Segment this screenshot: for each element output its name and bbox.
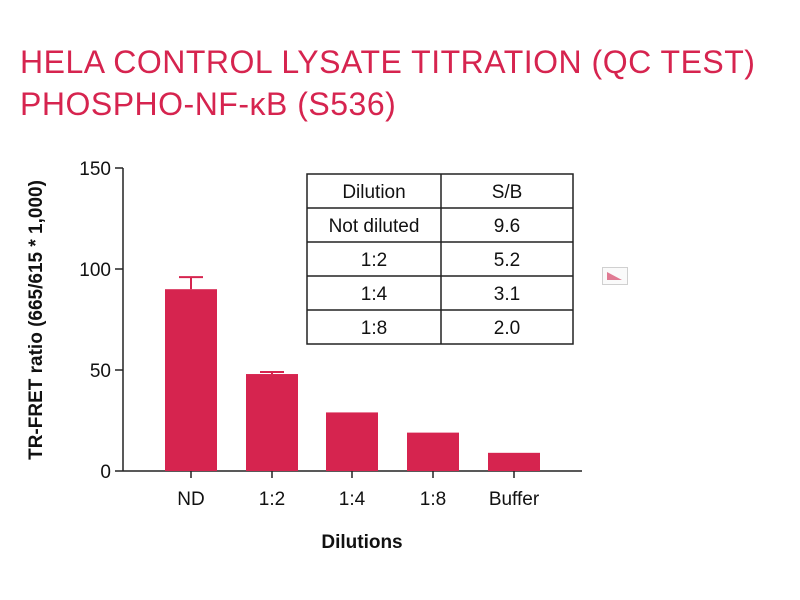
bars [165, 276, 540, 471]
table-cell: 1:8 [361, 318, 387, 339]
table-header-cell: Dilution [342, 182, 405, 203]
y-tick-label: 50 [90, 361, 111, 382]
x-tick-label: Buffer [489, 489, 540, 510]
x-tick-label: 1:4 [339, 489, 366, 510]
table-cell: 1:2 [361, 250, 387, 271]
bar [326, 412, 378, 471]
x-axis-title: Dilutions [321, 532, 402, 553]
axes: 0 50 100 150 ND 1:2 1:4 1:8 Buffer Dilutions TR-FR… [26, 159, 582, 553]
table-cell: 2.0 [494, 318, 520, 339]
table-cell: 9.6 [494, 216, 520, 237]
sb-table: Dilution S/B Not diluted 9.6 1:2 5.2 1:4 3.1 1:8… [306, 173, 574, 345]
x-tick-label: 1:8 [420, 489, 446, 510]
table-cell: 5.2 [494, 250, 520, 271]
table-border [306, 173, 574, 345]
bar [488, 452, 540, 471]
chart-title-line-1: HELA CONTROL LYSATE TITRATION (QC TEST) [20, 44, 756, 80]
x-tick-label: 1:2 [259, 489, 285, 510]
y-tick-label: 100 [79, 260, 111, 281]
chart-thumbnail-glyph [607, 272, 622, 280]
bar [165, 289, 217, 471]
y-axis-title: TR-FRET ratio (665/615 * 1,000) [26, 180, 47, 460]
bar [407, 432, 459, 471]
y-tick-label: 0 [100, 462, 111, 483]
x-tick-label: ND [177, 489, 204, 510]
table-header-cell: S/B [492, 182, 523, 203]
table-cell: Not diluted [329, 216, 420, 237]
table-cell: 3.1 [494, 284, 520, 305]
y-tick-label: 150 [79, 159, 111, 180]
table-cell: 1:4 [361, 284, 388, 305]
chart-thumbnail-icon[interactable] [602, 267, 628, 285]
chart-title-line-2: PHOSPHO-NF-κB (S536) [20, 86, 397, 122]
bar [246, 374, 298, 471]
